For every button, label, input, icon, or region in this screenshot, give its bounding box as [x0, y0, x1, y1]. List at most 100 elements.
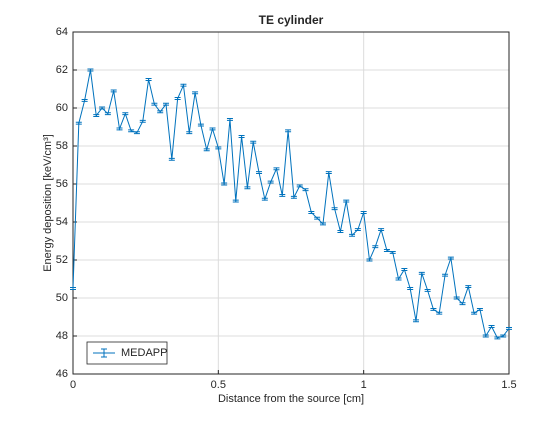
error-bar: [128, 129, 135, 133]
error-bar: [482, 334, 489, 338]
error-bar: [447, 256, 454, 260]
error-bar: [401, 268, 408, 271]
error-bar: [453, 296, 460, 300]
error-bar: [290, 195, 297, 199]
error-bar: [279, 193, 286, 197]
error-bar: [383, 249, 390, 252]
error-bar: [476, 307, 483, 311]
chart-title: TE cylinder: [259, 13, 324, 27]
error-bar: [325, 171, 332, 175]
error-bar: [378, 228, 385, 232]
error-bar: [372, 245, 379, 249]
error-bar: [168, 157, 175, 161]
error-bar: [110, 89, 117, 93]
error-bar: [302, 188, 309, 192]
error-bar: [163, 102, 170, 106]
x-tick-label: 1: [361, 379, 367, 391]
error-bar: [75, 121, 82, 125]
error-bar: [319, 222, 326, 226]
error-bar: [267, 180, 274, 184]
error-bar: [343, 199, 350, 203]
error-bar: [209, 127, 216, 131]
y-tick-label: 48: [56, 330, 68, 342]
error-bar: [506, 326, 512, 330]
error-bar: [500, 334, 507, 338]
error-bar: [256, 171, 263, 175]
error-bar: [488, 325, 495, 328]
y-tick-label: 58: [56, 140, 68, 152]
error-bar: [215, 146, 222, 150]
legend-label: MEDAPP: [121, 347, 167, 359]
error-bar: [192, 91, 199, 95]
y-tick-label: 54: [56, 216, 68, 228]
x-tick-label: 0: [70, 379, 76, 391]
error-bar: [442, 273, 449, 277]
x-tick-label: 0.5: [211, 379, 226, 391]
error-bar: [366, 258, 373, 262]
error-bar: [418, 271, 425, 275]
error-bar: [104, 112, 111, 116]
y-tick-label: 64: [56, 26, 68, 38]
error-bar: [232, 199, 239, 203]
error-bar: [238, 135, 245, 138]
x-axis-label: Distance from the source [cm]: [218, 393, 364, 405]
y-tick-label: 52: [56, 254, 68, 266]
error-bar: [203, 148, 210, 152]
error-bar: [354, 228, 361, 232]
error-bar: [226, 117, 233, 121]
error-bar: [471, 311, 478, 315]
error-bar: [459, 302, 466, 306]
error-bar: [186, 131, 193, 135]
y-tick-label: 46: [56, 368, 68, 380]
y-tick-label: 56: [56, 178, 68, 190]
y-axis-label: Energy deposition [keV/cm³]: [42, 134, 54, 272]
error-bar: [81, 98, 88, 102]
error-bar: [430, 307, 437, 311]
error-bar: [197, 123, 204, 127]
y-tick-label: 62: [56, 64, 68, 76]
error-bar: [296, 184, 303, 188]
error-bar: [261, 197, 268, 201]
error-bar: [87, 68, 94, 72]
error-bar: [139, 119, 146, 123]
error-bar: [285, 129, 292, 133]
error-bar: [244, 186, 251, 190]
error-bar: [273, 167, 280, 171]
legend-symbol: [93, 348, 115, 358]
error-bar: [407, 287, 414, 290]
error-bar: [133, 131, 140, 135]
error-bar: [145, 78, 152, 81]
error-bar: [314, 216, 321, 220]
y-tick-label: 50: [56, 292, 68, 304]
error-bar: [221, 182, 228, 186]
error-bar: [465, 285, 472, 289]
x-tick-label: 1.5: [501, 379, 516, 391]
error-bar: [412, 319, 419, 323]
data-line: [72, 69, 510, 339]
error-bar: [70, 287, 76, 290]
axes-box: [72, 31, 510, 375]
error-bar: [494, 336, 501, 340]
error-bar: [349, 233, 356, 237]
error-bar: [99, 106, 106, 110]
y-tick-label: 60: [56, 102, 68, 114]
error-bar: [116, 127, 123, 131]
error-bar: [331, 207, 338, 211]
error-bar: [93, 114, 100, 118]
error-bar: [424, 288, 431, 292]
error-bar: [180, 83, 187, 87]
error-bar: [250, 140, 257, 144]
error-bar: [174, 97, 181, 100]
error-bar: [151, 102, 158, 106]
error-bar: [436, 311, 443, 315]
error-bar: [395, 277, 402, 281]
error-bar: [389, 250, 396, 254]
error-bar: [337, 230, 344, 233]
error-bar: [157, 110, 164, 114]
error-bar: [360, 211, 367, 214]
error-bar: [122, 112, 129, 116]
legend-box: [86, 341, 168, 365]
